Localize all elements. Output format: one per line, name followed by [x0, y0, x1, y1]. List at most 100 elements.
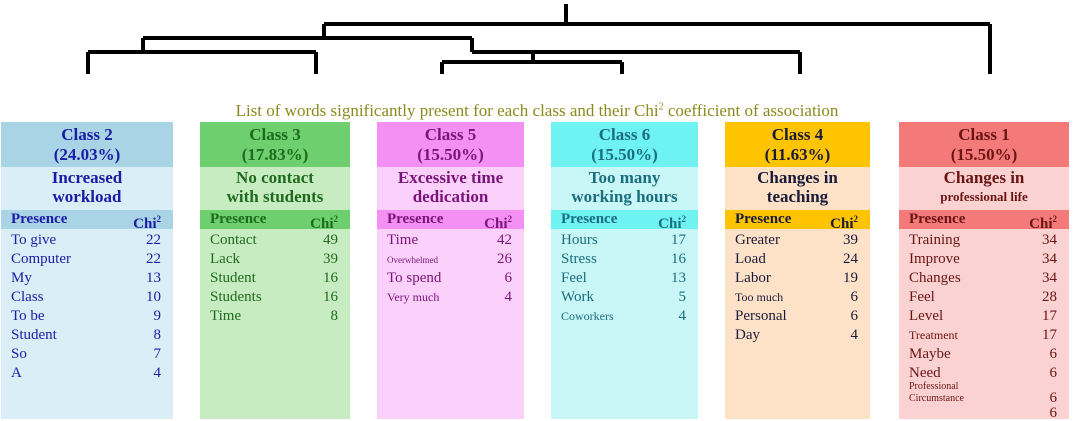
- word-row: Overwhelmed 26: [387, 250, 512, 269]
- chi-value: 26: [497, 251, 512, 267]
- word-term: Professional Circumstance: [909, 381, 964, 404]
- class-percentage: (15.50%): [417, 145, 484, 164]
- chi-value: 19: [843, 270, 858, 286]
- class-label: Class 5: [424, 125, 477, 144]
- word-term: Load: [735, 251, 766, 267]
- word-term: Need: [909, 365, 941, 381]
- class-header: Class 4 (11.63%): [725, 122, 870, 167]
- chi-value: 16: [323, 289, 338, 305]
- class-title: No contact with students: [200, 167, 350, 210]
- chi-value: 6: [850, 289, 859, 305]
- chi-value: 6: [504, 270, 513, 286]
- word-row: Work 5: [561, 288, 686, 307]
- chi-value: 4: [504, 289, 513, 305]
- word-row: Lack 39: [210, 250, 338, 269]
- word-row: Personal 6: [735, 307, 858, 326]
- table-header: Presence Chi2: [551, 210, 698, 232]
- word-row: Very much 4: [387, 288, 512, 307]
- word-row: Need 6: [909, 364, 1057, 383]
- chi-value: 4: [678, 308, 687, 324]
- word-row: Greater 39: [735, 231, 858, 250]
- word-row: Class 10: [11, 288, 161, 307]
- word-row: Level 17: [909, 307, 1057, 326]
- word-row: Coworkers 4: [561, 307, 686, 326]
- chi-value: 7: [153, 346, 162, 362]
- class-header: Class 5 (15.50%): [377, 122, 524, 167]
- word-term: To give: [11, 232, 57, 248]
- class-header: Class 1 (15.50%): [899, 122, 1069, 167]
- class-title-line: dedication: [412, 187, 489, 206]
- word-list: Training 34 Improve 34 Changes 34 Feel 2…: [899, 229, 1069, 419]
- word-term: Feel: [561, 270, 587, 286]
- chi-value: 13: [671, 270, 686, 286]
- word-term: Greater: [735, 232, 780, 248]
- word-term: A: [11, 365, 22, 381]
- chi-value: 34: [1042, 270, 1057, 286]
- chi-value: 17: [1042, 327, 1057, 343]
- chi-value: 8: [153, 327, 162, 343]
- caption-tail: coefficient of association: [663, 101, 839, 120]
- class-label: Class 1: [958, 125, 1010, 144]
- class-header: Class 3 (17.83%): [200, 122, 350, 167]
- chi-value: 6: [1049, 346, 1058, 362]
- word-term: Too much: [735, 290, 784, 304]
- chi-value: 9: [153, 308, 162, 324]
- word-term: Overwhelmed: [387, 254, 438, 265]
- word-term: Computer: [11, 251, 71, 267]
- table-header: Presence Chi2: [725, 210, 870, 232]
- word-row: Stress 16: [561, 250, 686, 269]
- table-header: Presence Chi2: [1, 210, 173, 232]
- word-term: To be: [11, 308, 45, 324]
- word-list: Hours 17 Stress 16 Feel 13 Work 5 Cowork…: [551, 229, 698, 326]
- chi-value: 5: [678, 289, 687, 305]
- class-header: Class 2 (24.03%): [1, 122, 173, 167]
- chi-value: 16: [323, 270, 338, 286]
- class-title: Excessive time dedication: [377, 167, 524, 210]
- word-term: Training: [909, 232, 961, 248]
- word-row: My 13: [11, 269, 161, 288]
- word-row: Maybe 6: [909, 345, 1057, 364]
- word-term: Work: [561, 289, 594, 305]
- chi-header: Chi2: [484, 214, 512, 232]
- class-title-line: with students: [226, 187, 324, 206]
- word-row: Student 8: [11, 326, 161, 345]
- chart-caption: List of words significantly present for …: [0, 101, 1074, 121]
- class-title-line: workload: [52, 187, 122, 206]
- chi-value: 8: [330, 308, 339, 324]
- chi-header: Chi2: [658, 214, 686, 232]
- word-row: Time 8: [210, 307, 338, 326]
- class-title-line: Excessive time: [397, 168, 504, 187]
- word-term: Improve: [909, 251, 960, 267]
- word-row: Computer 22: [11, 250, 161, 269]
- chi-value: 39: [843, 232, 858, 248]
- word-term: Labor: [735, 270, 771, 286]
- word-term: Feel: [909, 289, 935, 305]
- word-row: Day 4: [735, 326, 858, 345]
- chi-value: 4: [850, 327, 859, 343]
- chi-value: 22: [146, 251, 161, 267]
- chi-value: 42: [497, 232, 512, 248]
- chi-value: 17: [671, 232, 686, 248]
- word-term: Time: [387, 232, 419, 248]
- class-title-line: Too many: [588, 168, 661, 187]
- word-term: Stress: [561, 251, 597, 267]
- table-header: Presence Chi2: [377, 210, 524, 232]
- word-list: Greater 39 Load 24 Labor 19 Too much 6 P…: [725, 229, 870, 345]
- chi-value: 49: [323, 232, 338, 248]
- chi-header: Chi2: [830, 214, 858, 232]
- word-term: So: [11, 346, 27, 362]
- chi-value: 24: [843, 251, 858, 267]
- chi-header: Chi2: [133, 214, 161, 232]
- chi-value: 17: [1042, 308, 1057, 324]
- word-row: Feel 28: [909, 288, 1057, 307]
- word-row: Load 24: [735, 250, 858, 269]
- chi-value: 39: [323, 251, 338, 267]
- chi-value: 10: [146, 289, 161, 305]
- word-term: To spend: [387, 270, 442, 286]
- presence-header: Presence: [909, 211, 966, 227]
- class-percentage: (24.03%): [53, 145, 121, 164]
- chi-value: 16: [671, 251, 686, 267]
- word-row: Hours 17: [561, 231, 686, 250]
- word-list: Contact 49 Lack 39 Student 16 Students 1…: [200, 229, 350, 326]
- class-title-line: teaching: [766, 187, 829, 206]
